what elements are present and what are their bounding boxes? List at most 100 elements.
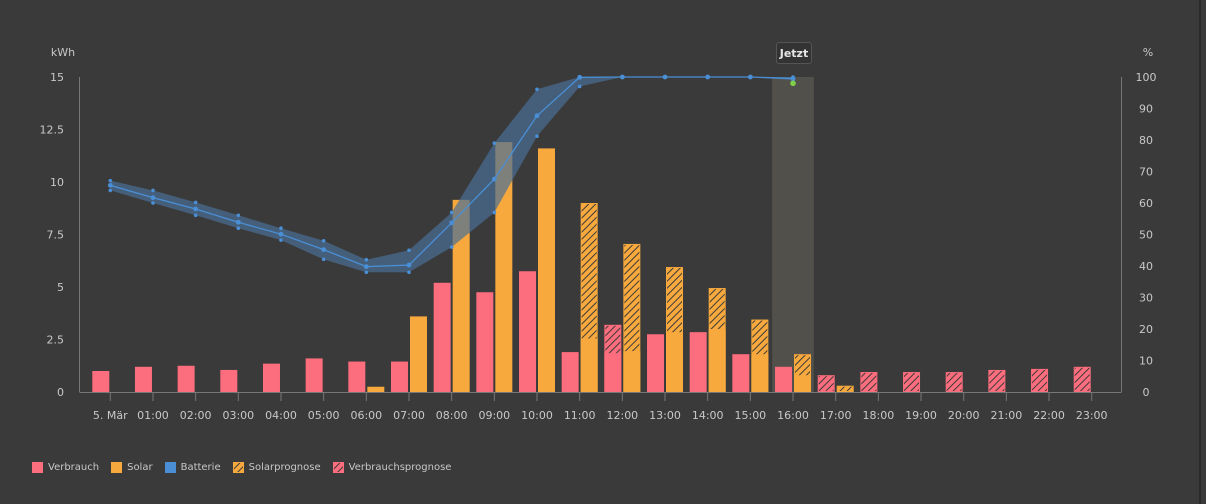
x-tick-label: 20:00 <box>948 409 980 422</box>
batterie-lower-point <box>492 210 497 215</box>
batterie-point <box>491 176 497 182</box>
batterie-point <box>705 74 711 80</box>
legend-item-verbrauchsprognose[interactable]: Verbrauchsprognose <box>332 462 451 473</box>
legend-item-solar[interactable]: Solar <box>111 462 153 473</box>
batterie-swatch-icon <box>164 462 176 473</box>
solar-bar <box>538 148 555 392</box>
batterie-upper-point <box>577 75 582 79</box>
y-tick-label: 7.5 <box>47 229 65 242</box>
batterie-upper-point <box>236 213 241 218</box>
verbrauch-bar <box>262 363 280 392</box>
verbrauchsprognose-bar <box>1031 368 1049 392</box>
x-tick-label: 03:00 <box>222 409 254 422</box>
solar-bar <box>794 375 812 392</box>
x-tick-label: 11:00 <box>564 409 596 422</box>
verbrauch-bar <box>775 366 793 392</box>
x-tick-label: 04:00 <box>265 409 297 422</box>
y2-tick-label: 80 <box>1139 134 1153 147</box>
x-tick-label: 18:00 <box>863 409 895 422</box>
solar-bar <box>666 332 684 392</box>
batterie-lower-point <box>108 188 113 193</box>
batterie-lower-point <box>407 270 411 275</box>
y2-tick-label: 60 <box>1139 197 1153 210</box>
verbrauch-bar <box>604 353 622 392</box>
panel-border <box>1199 0 1201 504</box>
solar-bar <box>495 142 513 392</box>
batterie-point <box>150 195 156 201</box>
batterie-lower-point <box>535 134 539 139</box>
verbrauch-bar <box>433 282 451 392</box>
batterie-point <box>278 231 284 237</box>
x-tick-label: 22:00 <box>1033 409 1065 422</box>
x-tick-label: 01:00 <box>137 409 169 422</box>
x-tick-label: 10:00 <box>521 409 553 422</box>
batterie-point <box>321 247 327 253</box>
y2-tick-label: 30 <box>1139 292 1153 305</box>
batterie-point <box>449 220 455 226</box>
x-tick-label: 21:00 <box>991 409 1023 422</box>
y2-tick-label: 10 <box>1139 355 1153 368</box>
verbrauch-bar <box>92 371 110 392</box>
batterie-lower-point <box>364 270 369 275</box>
batterie-point <box>107 182 113 188</box>
x-tick-label: 08:00 <box>436 409 468 422</box>
batterie-point <box>193 206 199 212</box>
verbrauch-bar <box>519 271 536 392</box>
y2-tick-label: 50 <box>1139 229 1153 242</box>
y2-tick-label: 70 <box>1139 166 1153 179</box>
legend-item-batterie[interactable]: Batterie <box>164 462 221 473</box>
verbrauch-bar <box>476 292 494 392</box>
now-highlight <box>772 77 814 392</box>
y2-tick-label: 100 <box>1136 71 1157 84</box>
legend: Verbrauch Solar Batterie Solarprognose V… <box>32 462 463 473</box>
batterie-upper-point <box>279 226 283 230</box>
x-tick-label: 23:00 <box>1076 409 1108 422</box>
y2-tick-label: 90 <box>1139 103 1153 116</box>
y-axis-unit: kWh <box>51 46 75 59</box>
batterie-point <box>406 262 412 268</box>
legend-item-solarprognose[interactable]: Solarprognose <box>232 462 321 473</box>
batterie-point <box>662 74 668 80</box>
batterie-lower-point <box>577 84 582 89</box>
solar-bar <box>580 338 598 392</box>
legend-item-verbrauch[interactable]: Verbrauch <box>32 462 99 473</box>
batterie-point <box>619 74 625 80</box>
batterie-lower-point <box>321 257 326 262</box>
batterie-lower-point <box>449 245 454 249</box>
y-tick-label: 12.5 <box>40 124 65 137</box>
batterie-lower-point <box>193 213 198 218</box>
x-tick-label: 13:00 <box>649 409 681 422</box>
x-tick-label: 07:00 <box>393 409 425 422</box>
y-tick-label: 0 <box>57 386 64 399</box>
batterie-lower-point <box>279 238 283 242</box>
legend-label: Solar <box>127 462 153 473</box>
verbrauch-bar <box>134 366 152 392</box>
solarprognose-swatch-icon <box>232 462 244 473</box>
verbrauchsprognose-bar <box>817 375 835 393</box>
solar-bar <box>367 386 385 392</box>
solarprognose-bar <box>836 385 854 393</box>
x-tick-label: 12:00 <box>606 409 638 422</box>
verbrauch-bar <box>220 369 238 392</box>
solar-bar <box>452 199 470 392</box>
verbrauch-bar <box>177 365 195 392</box>
batterie-upper-point <box>364 257 369 262</box>
batterie-upper-point <box>108 178 113 183</box>
now-label: Jetzt <box>776 42 812 64</box>
batterie-upper-point <box>151 188 155 193</box>
y-tick-label: 2.5 <box>47 334 65 347</box>
batterie-lower-point <box>151 201 155 205</box>
y2-tick-label: 20 <box>1139 323 1153 336</box>
x-tick-label: 14:00 <box>692 409 724 422</box>
x-tick-label: 5. Mär <box>93 409 128 422</box>
x-tick-label: 16:00 <box>777 409 809 422</box>
verbrauch-bar <box>732 354 750 392</box>
verbrauchsprognose-bar <box>903 372 921 392</box>
verbrauch-bar <box>390 361 408 392</box>
verbrauch-bar <box>348 361 366 392</box>
batterie-upper-point <box>321 239 326 243</box>
x-tick-label: 02:00 <box>180 409 212 422</box>
legend-label: Solarprognose <box>248 462 321 473</box>
batterie-point <box>363 264 369 270</box>
